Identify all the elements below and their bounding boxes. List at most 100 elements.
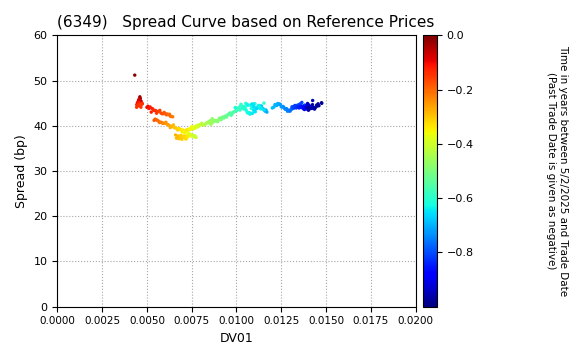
Point [136,101,146,107]
Point [203,120,212,125]
Point [183,134,192,139]
Point [304,107,314,112]
Point [317,100,327,106]
Point [179,127,188,133]
Point [135,101,144,107]
Point [252,105,262,111]
Point [255,104,264,109]
Point [147,109,156,115]
Point [136,102,145,108]
Point [277,104,286,110]
Point [301,104,310,110]
Point [208,119,217,125]
Point [144,105,154,111]
Point [190,124,199,130]
Point [257,103,266,109]
Point [136,101,146,107]
Point [200,122,209,128]
Point [311,104,321,110]
Point [202,120,212,126]
Point [186,126,195,132]
Point [157,111,166,117]
Point [150,108,159,113]
Point [245,111,255,117]
Point [295,102,304,108]
Point [303,103,313,108]
Point [180,133,189,139]
Point [278,104,288,109]
Point [132,104,142,110]
Point [299,106,308,112]
Point [224,111,234,116]
Point [298,104,307,109]
Point [135,100,144,106]
Point [135,96,144,102]
Point [191,123,201,129]
Point [152,110,161,116]
Point [303,100,312,106]
Point [148,106,157,112]
Point [272,103,281,108]
Point [229,109,238,115]
Point [294,105,303,111]
Point [158,111,168,117]
Point [191,135,201,140]
Point [206,118,215,123]
Point [175,126,184,132]
Point [304,102,313,108]
Point [314,103,324,109]
Point [135,100,144,105]
Point [283,108,292,114]
Point [270,102,280,108]
Point [301,105,310,111]
Point [173,127,182,133]
Point [281,107,291,112]
Y-axis label: Time in years between 5/2/2025 and Trade Date
(Past Trade Date is given as negat: Time in years between 5/2/2025 and Trade… [546,45,568,297]
Point [312,102,321,108]
Point [190,133,200,139]
Point [233,107,242,112]
Point [176,127,186,132]
Point [232,107,241,112]
Point [204,119,213,125]
Point [229,109,238,115]
Point [189,126,198,132]
Point [293,103,302,109]
Point [245,102,255,108]
Point [142,104,151,110]
Point [132,102,142,108]
Point [177,136,187,142]
Point [150,117,159,123]
Point [223,112,232,118]
Point [284,107,293,113]
Point [194,122,204,128]
Point [175,136,184,141]
Point [274,102,283,107]
Point [134,103,143,109]
Point [288,105,298,111]
Point [287,104,296,110]
Point [234,107,244,112]
Point [300,107,309,112]
Point [255,104,264,110]
Point [136,95,145,101]
Point [236,102,245,107]
Point [215,115,224,121]
Point [252,106,261,112]
Point [248,111,257,116]
Point [250,108,259,113]
Point [193,123,202,129]
Point [166,113,175,119]
Point [154,118,163,124]
Point [146,104,155,110]
Point [292,104,302,110]
Point [242,110,252,116]
Point [197,120,206,126]
Point [246,105,256,111]
Point [262,109,271,115]
Point [235,107,245,113]
Point [249,107,258,113]
Point [310,105,319,111]
Point [260,108,270,114]
Point [168,124,177,130]
